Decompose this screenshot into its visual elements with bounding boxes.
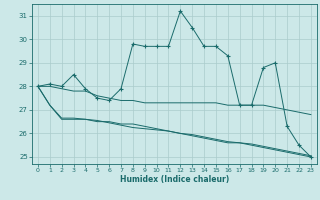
X-axis label: Humidex (Indice chaleur): Humidex (Indice chaleur) — [120, 175, 229, 184]
